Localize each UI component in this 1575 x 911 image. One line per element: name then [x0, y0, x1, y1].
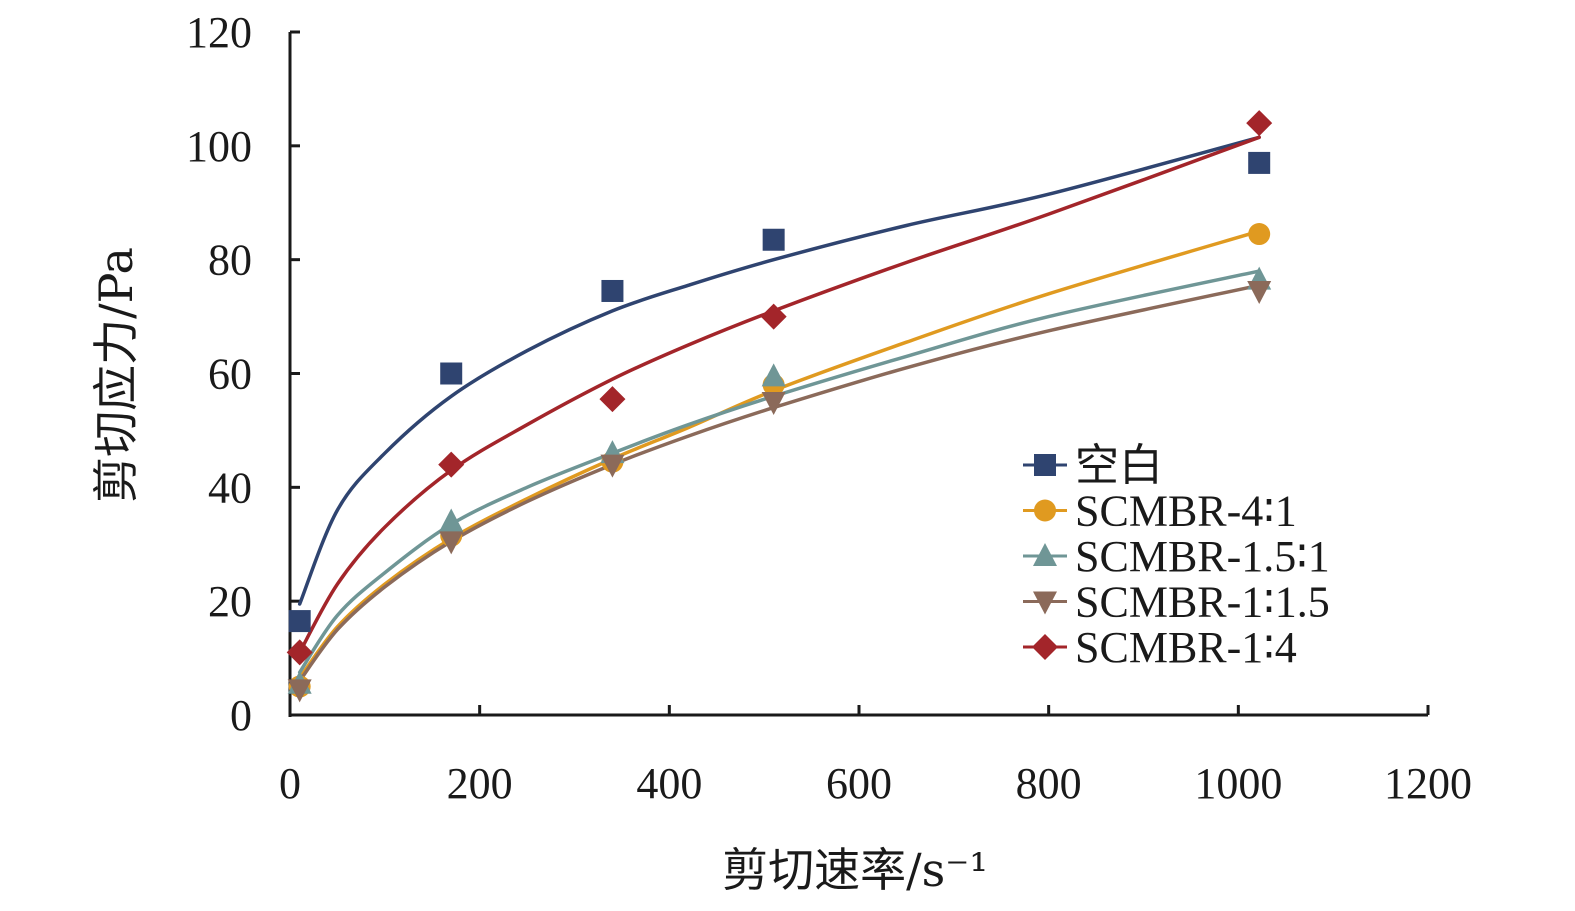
x-tick-label: 1200 — [1384, 759, 1472, 808]
legend: 空白SCMBR-4∶1SCMBR-1.5∶1SCMBR-1∶1.5SCMBR-1… — [1023, 441, 1330, 672]
y-tick-label: 40 — [208, 463, 252, 512]
fit-line-series-2 — [297, 229, 1261, 680]
data-point-series-5 — [1246, 110, 1273, 137]
data-point-series-5 — [599, 386, 626, 413]
y-tick-label: 60 — [208, 350, 252, 399]
data-point-series-5 — [438, 451, 465, 478]
y-tick-label: 120 — [186, 8, 252, 57]
legend-label: SCMBR-4∶1 — [1075, 487, 1297, 536]
data-point-series-4 — [439, 531, 464, 555]
data-points — [286, 110, 1273, 703]
legend-marker — [1033, 543, 1057, 566]
data-point-series-4 — [1247, 280, 1272, 304]
data-point-series-1 — [288, 610, 311, 633]
data-point-series-4 — [761, 391, 786, 415]
legend-label: SCMBR-1∶1.5 — [1075, 578, 1330, 627]
data-point-series-3 — [761, 363, 786, 387]
x-tick-label: 200 — [447, 759, 513, 808]
data-point-series-2 — [1248, 223, 1271, 246]
data-point-series-5 — [286, 639, 313, 666]
y-tick-label: 0 — [230, 691, 252, 740]
x-axis-title: 剪切速率/s⁻¹ — [722, 843, 988, 897]
data-point-series-4 — [600, 454, 625, 478]
legend-marker — [1034, 454, 1056, 476]
fit-line-series-3 — [297, 269, 1261, 675]
x-tick-label: 800 — [1016, 759, 1082, 808]
fit-line-series-5 — [297, 135, 1261, 655]
x-tick-label: 1000 — [1194, 759, 1282, 808]
data-point-series-1 — [440, 362, 463, 385]
data-point-series-1 — [1248, 151, 1271, 174]
y-tick-label: 20 — [208, 577, 252, 626]
fit-line-series-4 — [297, 283, 1261, 683]
y-tick-label: 80 — [208, 236, 252, 285]
legend-label: SCMBR-1∶4 — [1075, 623, 1297, 672]
fit-line-series-1 — [297, 135, 1261, 606]
axes: 0 200 400 600 800 1000 1200 0 20 40 60 80 100 120 — [186, 8, 1472, 808]
fit-lines — [297, 135, 1261, 683]
data-point-series-1 — [601, 279, 624, 302]
y-tick-label: 100 — [186, 122, 252, 171]
data-point-series-5 — [760, 303, 787, 330]
y-axis-title: 剪切应力/Pa — [89, 247, 143, 503]
data-point-series-4 — [287, 679, 312, 703]
legend-marker — [1034, 499, 1056, 522]
legend-marker — [1033, 591, 1057, 615]
legend-label: SCMBR-1.5∶1 — [1075, 532, 1330, 581]
data-point-series-3 — [439, 508, 464, 532]
data-point-series-1 — [762, 228, 785, 251]
x-tick-label: 0 — [279, 759, 301, 808]
legend-marker — [1032, 634, 1058, 660]
x-tick-label: 400 — [636, 759, 702, 808]
x-tick-label: 600 — [826, 759, 892, 808]
legend-label: 空白 — [1075, 441, 1163, 490]
